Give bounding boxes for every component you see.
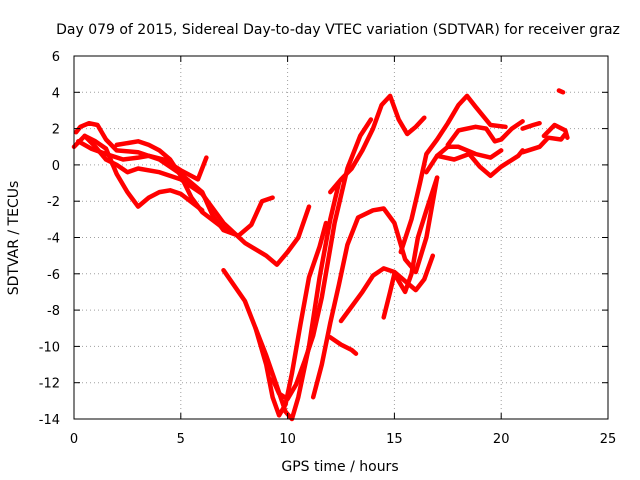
series-arc-02 <box>73 120 275 238</box>
series-arc-19 <box>520 120 542 131</box>
y-tick-label: 6 <box>52 50 60 65</box>
y-tick-label: 4 <box>52 86 60 101</box>
y-tick-label: -4 <box>47 232 60 247</box>
series-arc-06 <box>221 220 329 418</box>
y-tick-label: -6 <box>47 268 60 283</box>
x-tick-label: 25 <box>600 432 617 447</box>
x-axis-label: GPS time / hours <box>281 459 398 475</box>
x-tick-label: 0 <box>70 432 78 447</box>
data-series <box>71 88 570 422</box>
series-arc-11 <box>338 253 436 324</box>
y-tick-label: -12 <box>39 377 60 392</box>
y-axis-label: SDTVAR / TECUs <box>6 181 22 296</box>
y-tick-label: 0 <box>52 159 60 174</box>
series-arc-04 <box>82 133 205 213</box>
series-arc-15 <box>434 148 525 179</box>
series-arc-14 <box>398 93 508 255</box>
series-arc-21 <box>556 88 566 95</box>
axis-ticks: 0 5 10 15 20 25 -14 -12 -10 -8 -6 -4 -2 0 2 4 6 <box>39 50 617 447</box>
series-arc-18 <box>520 131 568 155</box>
series-arc-05 <box>114 139 237 237</box>
chart-title: Day 079 of 2015, Sidereal Day-to-day VTE… <box>56 22 620 38</box>
y-tick-label: -14 <box>39 413 60 428</box>
grid-lines <box>74 56 608 419</box>
series-arc-20 <box>541 122 570 140</box>
series-arc-16 <box>445 119 525 148</box>
y-tick-label: -10 <box>39 340 60 355</box>
series-arc-10 <box>328 335 359 356</box>
x-tick-label: 20 <box>493 432 510 447</box>
y-tick-label: -2 <box>47 195 60 210</box>
x-tick-label: 10 <box>279 432 296 447</box>
series-arc-09 <box>310 175 440 400</box>
series-arc-12 <box>328 93 427 195</box>
series-arc-17 <box>424 144 504 175</box>
series-arc-07 <box>253 180 342 422</box>
series-arc-13 <box>381 175 440 320</box>
x-tick-label: 15 <box>386 432 403 447</box>
y-tick-label: 2 <box>52 123 60 138</box>
y-tick-label: -8 <box>47 304 60 319</box>
series-arc-08 <box>270 117 374 402</box>
series-arc-03 <box>76 139 209 182</box>
x-tick-label: 5 <box>177 432 185 447</box>
